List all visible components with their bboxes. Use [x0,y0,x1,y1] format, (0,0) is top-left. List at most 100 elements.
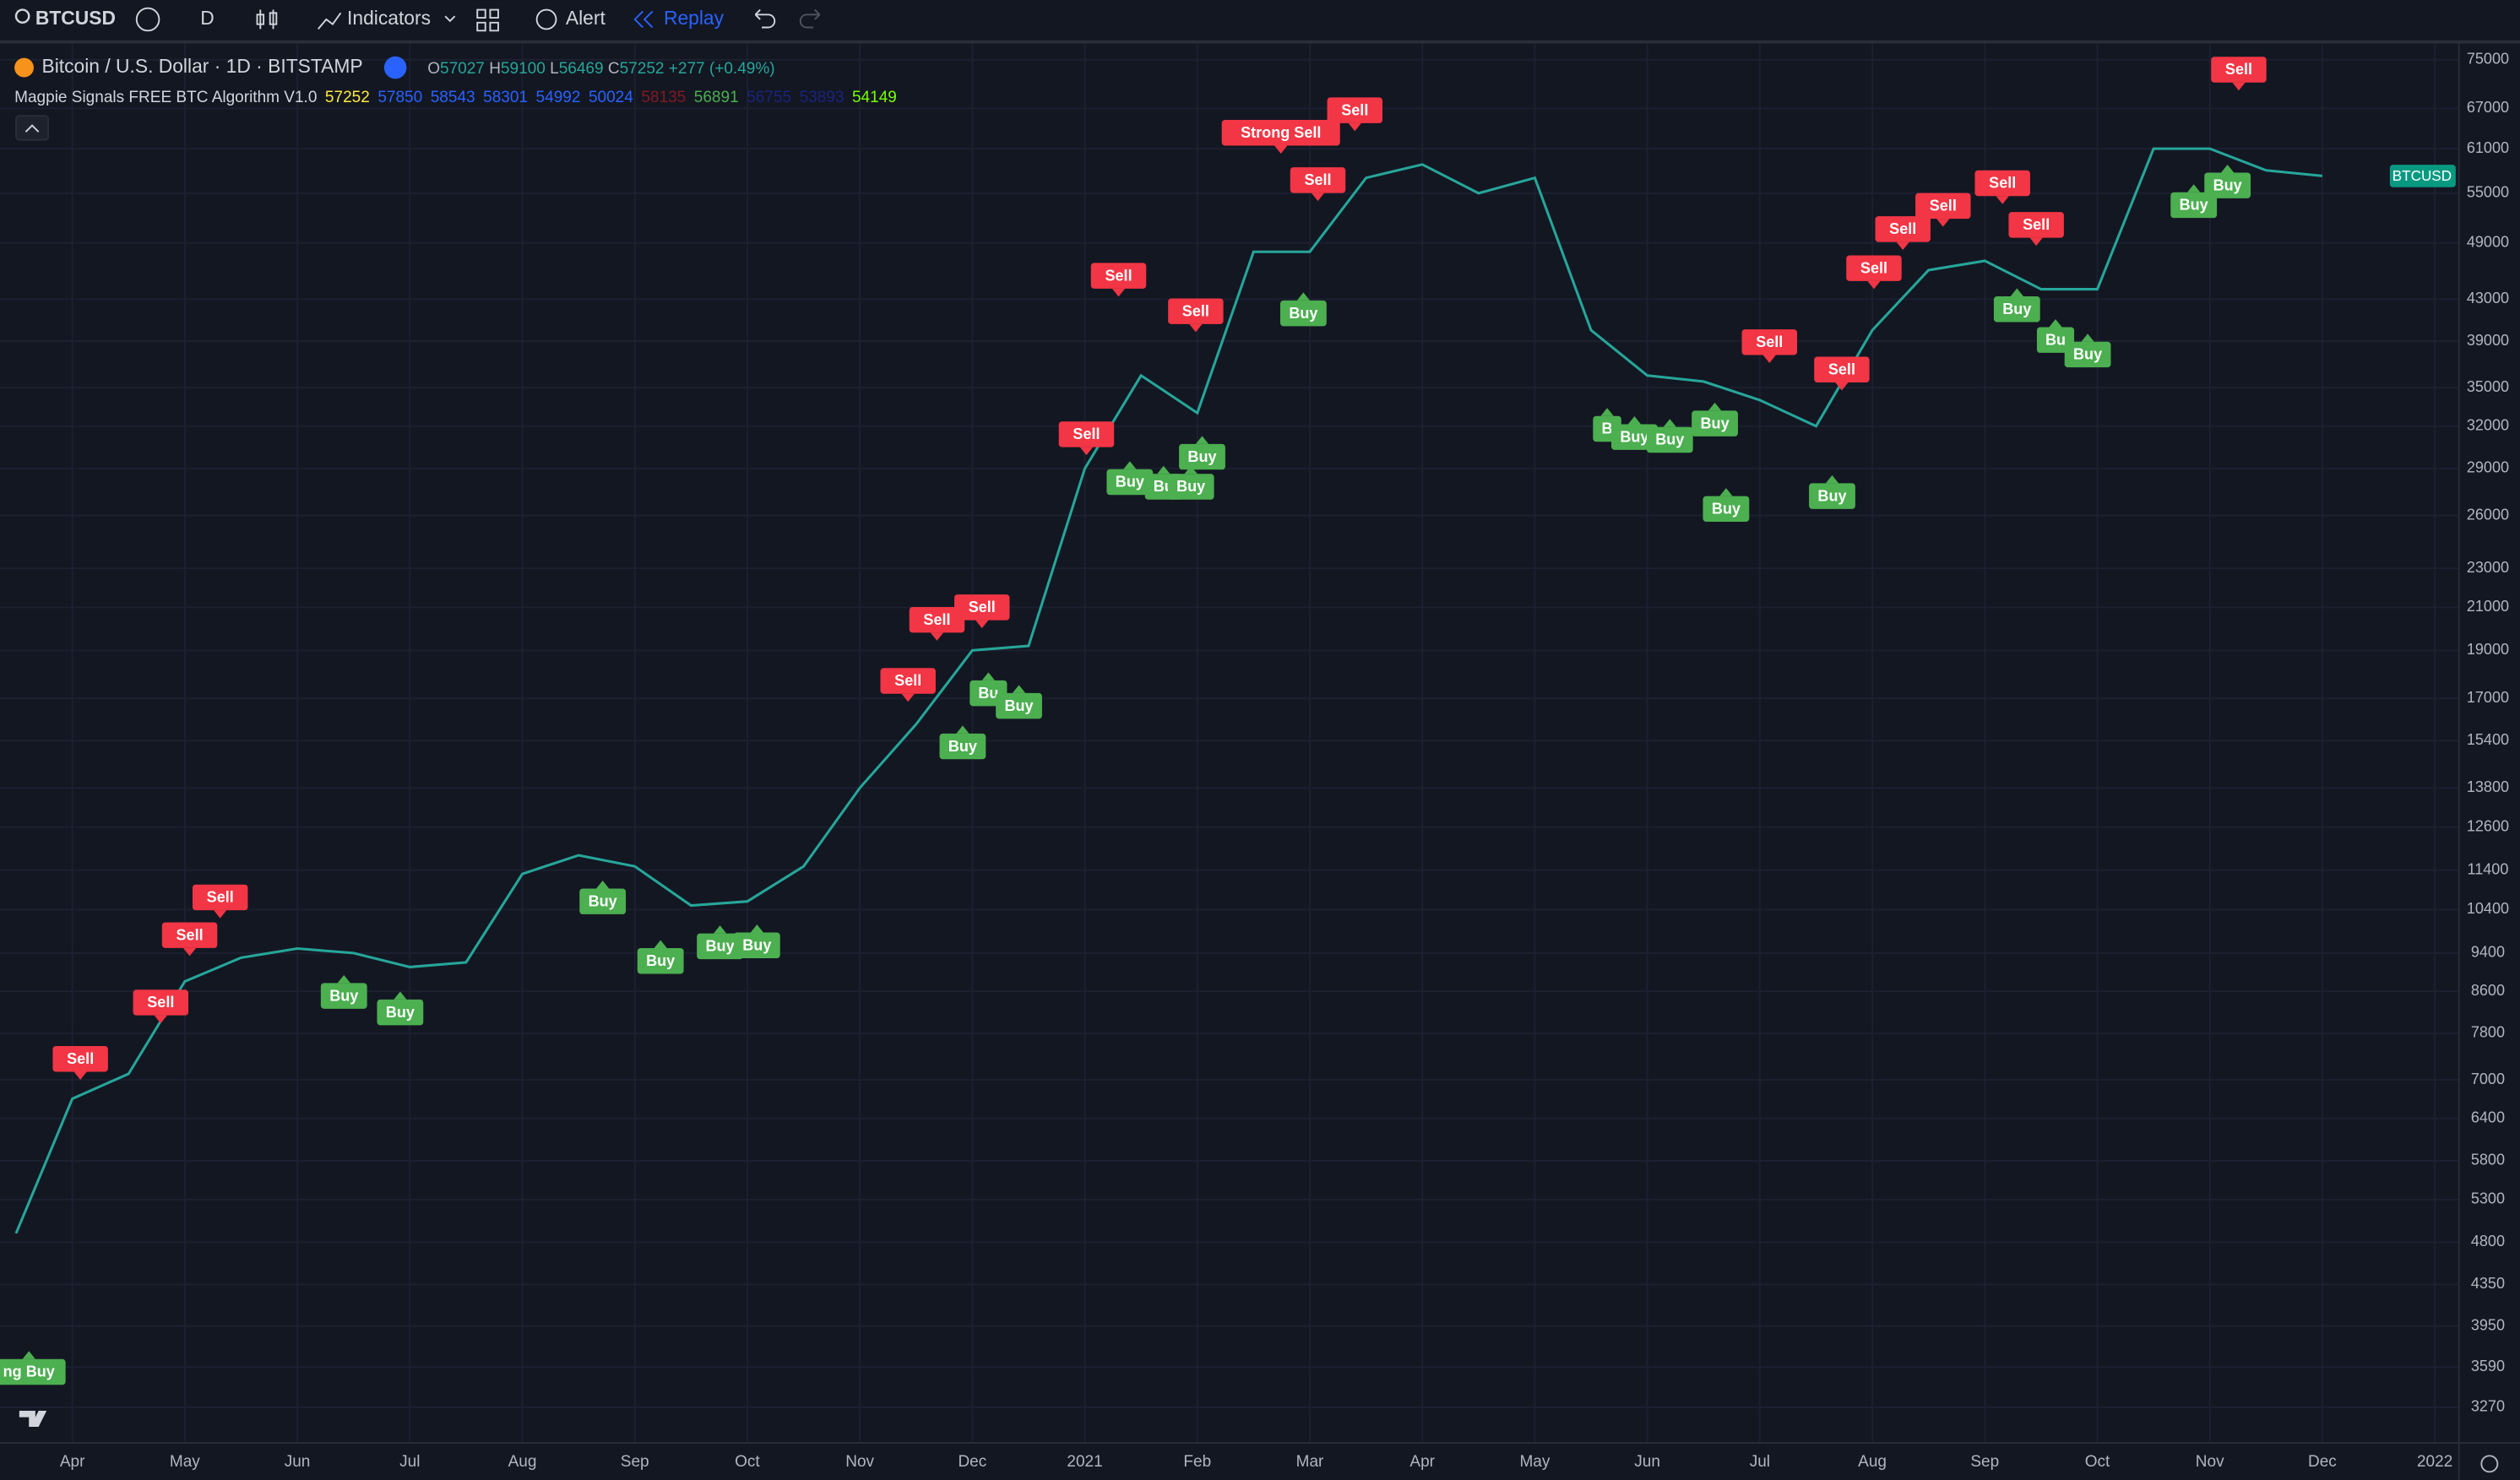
sell-signal [1915,192,1971,220]
y-tick-label: 17000 [2467,689,2509,706]
signal-text: Buy [2002,301,2031,317]
y-tick-label: 49000 [2467,233,2509,250]
x-tick-label: Jun [1634,1453,1660,1471]
indicator-value: 58543 [431,89,475,106]
sell-signal [1741,329,1798,355]
dropdown-icon[interactable] [444,15,456,23]
signal-pointer [214,910,227,919]
signal-text: Buy [1712,501,1741,518]
signal-text: Sell [1304,171,1331,188]
signal-pointer [394,991,407,1000]
tv-logo [19,1411,47,1428]
y-tick-label: 75000 [2467,51,2509,68]
signal-pointer [1079,447,1094,456]
x-tick-label: Jun [285,1453,311,1471]
sell-signal [880,668,936,694]
indicators-button[interactable]: Indicators [347,7,431,29]
alert-button[interactable]: Alert [566,7,606,29]
layout-icon[interactable] [476,8,499,32]
x-tick-label: Jul [399,1453,420,1471]
x-tick-label: 2021 [1067,1453,1102,1471]
x-tick-label: Nov [845,1453,874,1471]
legend-title: Bitcoin / U.S. Dollar · 1D · BITSTAMP [41,55,362,77]
y-tick-label: 12600 [2467,817,2509,834]
sell-signal [1327,97,1383,123]
replay-icon[interactable] [633,10,654,29]
y-tick-label: 5300 [2471,1190,2505,1207]
signal-pointer [1123,461,1137,469]
buy-signal [2064,341,2111,368]
symbol[interactable]: BTCUSD [35,7,116,29]
buy-signal [1611,424,1658,450]
signal-text: Sell [1105,267,1132,284]
signal-pointer [1708,402,1722,411]
add-symbol[interactable] [135,7,160,32]
signal-text: Buy [2213,176,2242,193]
x-tick-label: 2022 [2417,1453,2452,1471]
replay-button[interactable]: Replay [664,7,725,29]
y-tick-label: 4800 [2471,1233,2505,1250]
redo[interactable] [799,8,821,29]
settings-icon[interactable] [2480,1455,2499,1473]
signal-pointer [1311,192,1325,202]
signal-pointer [1184,465,1198,474]
y-tick-label: 43000 [2467,290,2509,306]
collapse-button[interactable] [15,115,50,141]
buy-signal [1106,469,1154,496]
interval[interactable]: D [200,7,215,29]
search-icon[interactable] [14,8,30,24]
signal-text: Buy [1701,415,1730,431]
y-tick-label: 19000 [2467,641,2509,658]
signal-pointer [2221,164,2235,173]
y-tick-label: 61000 [2467,139,2509,156]
y-tick-label: 10400 [2467,900,2509,917]
buy-signal [1692,410,1738,436]
signal-pointer [1600,408,1614,416]
signal-pointer [1274,145,1288,154]
signal-text: Buy [1004,697,1033,714]
alert-icon[interactable] [535,8,557,30]
buy-signal [1809,483,1855,509]
sell-signal [2008,212,2064,238]
x-tick-label: May [1519,1453,1550,1471]
signal-pointer [1936,219,1950,227]
sell-signal [192,884,248,911]
signal-text: Buy [2180,197,2208,214]
signal-pointer [1189,323,1203,333]
indicator-value: 57252 [325,89,370,106]
signal-pointer [2232,82,2246,91]
x-tick-label: Dec [2308,1453,2337,1471]
signal-text: Sell [1860,259,1887,276]
sell-signal [1974,170,2030,197]
replay-badge[interactable] [383,56,407,79]
chart-type-icon[interactable] [256,9,278,30]
y-tick-label: 15400 [2467,731,2509,748]
open: 57027 [440,60,485,78]
signal-pointer [1296,292,1310,301]
signal-text: Sell [176,926,203,943]
signal-pointer [956,725,969,734]
undo[interactable] [754,8,776,29]
signal-pointer [1627,415,1642,425]
indicator-value: 54992 [536,89,581,106]
signal-text: Sell [1889,220,1916,237]
indicator-value: 56891 [694,89,739,106]
indicators-icon[interactable] [318,12,342,30]
sell-signal [954,594,1010,621]
x-tick-label: Oct [735,1453,760,1471]
y-tick-label: 4350 [2471,1275,2505,1292]
grid [0,43,2459,1444]
signal-pointer [1111,288,1126,297]
x-tick-label: Nov [2196,1453,2224,1471]
sell-signal [1875,216,1931,242]
signal-text: Buy [589,892,617,909]
sell-signal [2211,57,2267,83]
buy-signal [1993,296,2040,323]
indicator-value: 58301 [483,89,528,106]
signal-text: Sell [2225,61,2252,78]
buy-signal [1279,300,1327,327]
signal-pointer [596,880,610,889]
x-tick-label: Sep [621,1453,649,1471]
y-tick-label: 3590 [2471,1358,2505,1374]
